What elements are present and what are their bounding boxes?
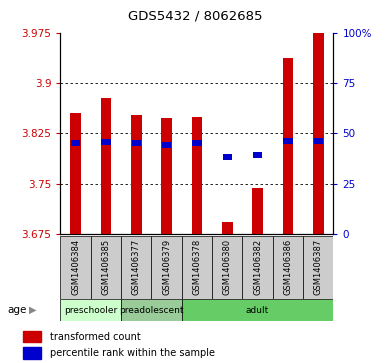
Bar: [161, 118, 172, 234]
Bar: [303, 236, 333, 299]
Bar: [23, 347, 41, 359]
Bar: [314, 138, 323, 144]
Bar: [101, 98, 111, 234]
Text: age: age: [8, 305, 27, 315]
Bar: [60, 299, 121, 321]
Text: GDS5432 / 8062685: GDS5432 / 8062685: [128, 9, 262, 22]
Bar: [131, 115, 142, 234]
Text: transformed count: transformed count: [50, 332, 141, 342]
Bar: [243, 236, 273, 299]
Bar: [283, 58, 293, 234]
Bar: [252, 188, 263, 234]
Bar: [60, 236, 91, 299]
Bar: [23, 331, 41, 342]
Text: GSM1406385: GSM1406385: [101, 238, 110, 294]
Text: percentile rank within the sample: percentile rank within the sample: [50, 348, 215, 358]
Text: GSM1406378: GSM1406378: [192, 238, 202, 294]
Text: preadolescent: preadolescent: [119, 306, 184, 314]
Text: preschooler: preschooler: [64, 306, 117, 314]
Bar: [182, 299, 333, 321]
Bar: [273, 236, 303, 299]
Text: GSM1406380: GSM1406380: [223, 238, 232, 294]
Bar: [223, 154, 232, 160]
Text: GSM1406384: GSM1406384: [71, 238, 80, 294]
Text: GSM1406377: GSM1406377: [132, 238, 141, 294]
Bar: [70, 113, 81, 234]
Bar: [71, 140, 80, 147]
Bar: [313, 33, 324, 234]
Bar: [212, 236, 243, 299]
Bar: [253, 152, 262, 158]
Text: GSM1406382: GSM1406382: [253, 238, 262, 294]
Text: GSM1406386: GSM1406386: [284, 238, 292, 294]
Bar: [151, 236, 182, 299]
Bar: [121, 299, 182, 321]
Bar: [222, 222, 232, 234]
Bar: [101, 139, 110, 145]
Bar: [191, 117, 202, 234]
Text: GSM1406379: GSM1406379: [162, 238, 171, 294]
Bar: [121, 236, 151, 299]
Bar: [91, 236, 121, 299]
Text: GSM1406387: GSM1406387: [314, 238, 323, 294]
Text: ▶: ▶: [29, 305, 37, 315]
Bar: [284, 138, 292, 144]
Bar: [182, 236, 212, 299]
Text: adult: adult: [246, 306, 269, 314]
Bar: [162, 142, 171, 148]
Bar: [132, 140, 141, 147]
Bar: [192, 140, 202, 147]
